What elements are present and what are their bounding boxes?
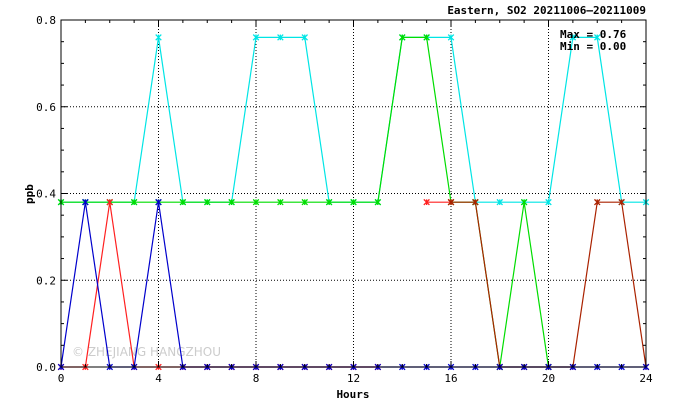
grid-lines bbox=[61, 20, 646, 367]
y-tick-label: 0.6 bbox=[36, 101, 56, 114]
data-point bbox=[374, 198, 382, 206]
data-point bbox=[325, 198, 333, 206]
x-tick-label: 24 bbox=[639, 372, 653, 385]
data-point bbox=[593, 198, 601, 206]
data-point bbox=[520, 198, 528, 206]
max-label: Max = 0.76 bbox=[560, 28, 627, 41]
data-point bbox=[447, 34, 455, 41]
watermark-text: © ZHEJIANG HANGZHOU bbox=[72, 345, 221, 359]
y-tick-label: 0.0 bbox=[36, 361, 56, 374]
data-point bbox=[252, 198, 260, 206]
data-point bbox=[545, 198, 552, 206]
data-point bbox=[106, 198, 114, 206]
data-point bbox=[472, 198, 479, 206]
x-axis-title: Hours bbox=[336, 388, 369, 401]
min-label: Min = 0.00 bbox=[560, 40, 626, 53]
data-point bbox=[82, 198, 89, 206]
data-point bbox=[301, 198, 309, 206]
series-layer bbox=[57, 34, 650, 371]
x-tick-label: 0 bbox=[58, 372, 65, 385]
chart-title: Eastern, SO2 20211006–20211009 bbox=[447, 4, 646, 17]
x-tick-label: 16 bbox=[444, 372, 457, 385]
data-point bbox=[277, 34, 284, 41]
y-tick-label: 0.8 bbox=[36, 14, 56, 27]
axis-ticks: 0 4 8 12 16 20 24 0.0 0.2 0.4 0.6 0.8 bbox=[36, 14, 653, 385]
data-point bbox=[130, 198, 138, 206]
series-line bbox=[61, 202, 378, 368]
data-point bbox=[301, 34, 309, 41]
data-point bbox=[155, 198, 162, 206]
y-tick-label: 0.2 bbox=[36, 274, 56, 287]
data-point bbox=[203, 198, 211, 206]
data-point bbox=[618, 198, 625, 206]
data-point bbox=[350, 198, 357, 206]
data-point bbox=[252, 34, 260, 41]
data-point bbox=[398, 34, 406, 41]
data-point bbox=[228, 198, 235, 206]
data-point bbox=[423, 34, 430, 41]
x-tick-label: 8 bbox=[253, 372, 260, 385]
data-point bbox=[593, 34, 601, 41]
data-point bbox=[423, 198, 430, 206]
data-point bbox=[496, 198, 504, 206]
data-point bbox=[447, 198, 455, 206]
x-tick-label: 12 bbox=[347, 372, 360, 385]
y-tick-label: 0.4 bbox=[36, 188, 56, 201]
x-tick-label: 4 bbox=[155, 372, 162, 385]
data-point bbox=[277, 198, 284, 206]
data-point bbox=[569, 34, 577, 41]
data-point bbox=[179, 198, 187, 206]
x-tick-label: 20 bbox=[542, 372, 555, 385]
y-axis-title: ppb bbox=[23, 184, 36, 204]
data-point bbox=[155, 34, 162, 41]
